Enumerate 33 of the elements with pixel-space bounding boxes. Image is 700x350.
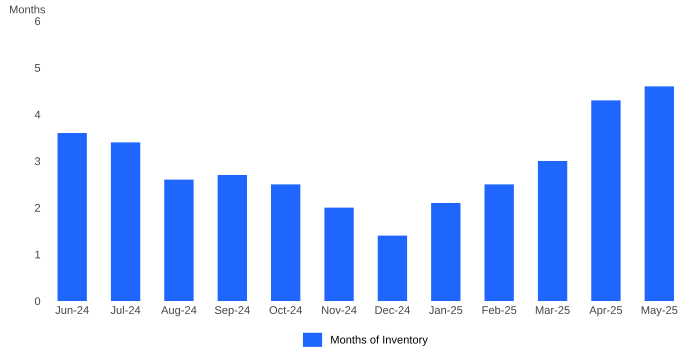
x-tick-label: Jan-25 — [429, 306, 462, 314]
x-tick-label: Oct-24 — [270, 306, 302, 314]
bar — [324, 208, 354, 301]
legend-label: Months of Inventory — [331, 335, 428, 346]
y-tick-label: 0 — [34, 297, 40, 306]
bar — [644, 86, 674, 301]
bar — [484, 184, 514, 301]
x-tick-label: Jul-24 — [110, 306, 140, 314]
y-axis-title: Months — [10, 5, 46, 14]
bar — [110, 142, 140, 301]
x-tick-label: Aug-24 — [161, 306, 197, 316]
y-tick-label: 2 — [35, 204, 40, 212]
y-tick-label: 3 — [34, 157, 40, 166]
bar — [164, 180, 194, 301]
bar — [591, 100, 621, 301]
bar — [58, 133, 87, 301]
x-tick-label: Feb-25 — [482, 306, 516, 314]
x-tick-label: Sep-24 — [214, 306, 250, 316]
y-tick-label: 6 — [35, 17, 40, 26]
x-tick-label: Dec-24 — [375, 306, 410, 314]
y-tick-label: 4 — [34, 110, 40, 118]
y-tick-label: 1 — [35, 250, 40, 258]
bar — [378, 236, 408, 301]
bar — [218, 175, 247, 301]
x-tick-label: Mar-25 — [536, 306, 570, 314]
x-tick-label: Apr-25 — [589, 306, 622, 316]
x-tick-label: Nov-24 — [322, 306, 357, 314]
x-tick-label: May-25 — [642, 306, 678, 316]
x-tick-label: Jun-24 — [55, 306, 89, 314]
y-tick-label: 5 — [34, 64, 40, 72]
bar — [431, 203, 460, 301]
bar — [538, 161, 568, 301]
bar — [271, 184, 300, 301]
